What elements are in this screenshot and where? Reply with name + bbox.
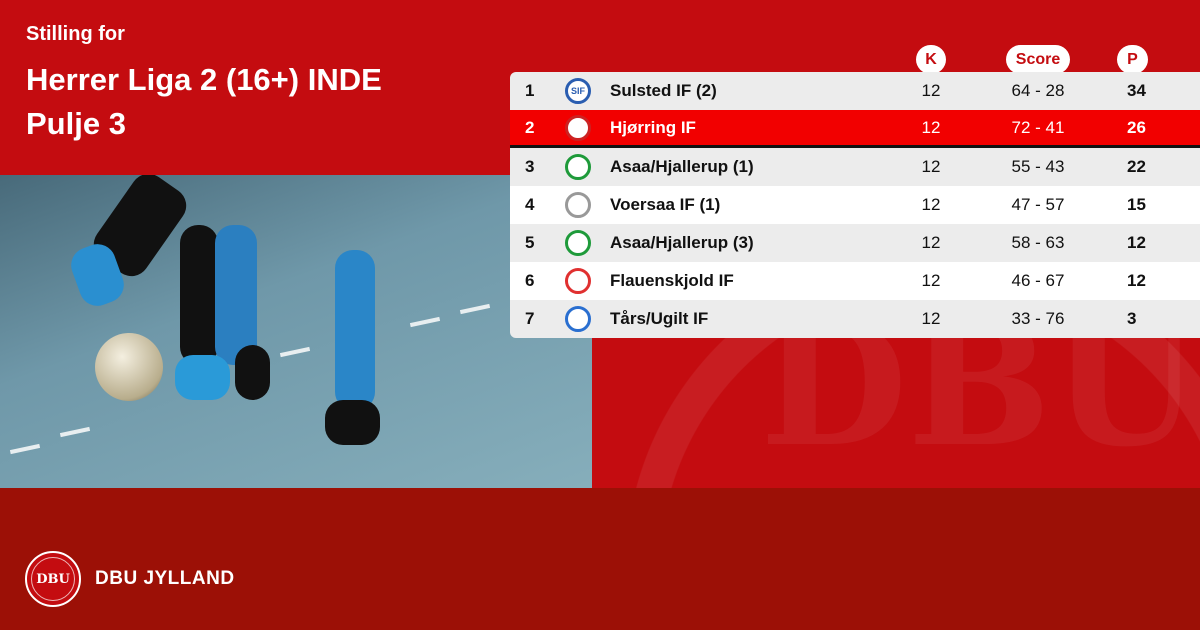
- rank: 6: [525, 271, 535, 290]
- points: 26: [1127, 117, 1146, 137]
- table-row[interactable]: 3 Asaa/Hjallerup (1) 12 55 - 43 22: [510, 148, 1200, 186]
- team-name: Flauenskjold IF: [610, 271, 734, 290]
- pool-name: Pulje 3: [26, 106, 126, 141]
- matches-played: 12: [921, 309, 941, 328]
- team-logo-icon: [565, 192, 591, 218]
- points: 3: [1127, 309, 1137, 328]
- table-row[interactable]: 6 Flauenskjold IF 12 46 - 67 12: [510, 262, 1200, 300]
- team-name: Sulsted IF (2): [610, 81, 717, 100]
- brand-name: DBU JYLLAND: [95, 568, 235, 589]
- rank: 5: [525, 233, 535, 252]
- team-logo-icon: [565, 306, 591, 332]
- points: 12: [1127, 271, 1146, 290]
- team-name: Hjørring IF: [610, 117, 696, 137]
- score: 58 - 63: [1011, 233, 1065, 252]
- logo-text: SIF: [570, 86, 585, 96]
- table-row[interactable]: 5 Asaa/Hjallerup (3) 12 58 - 63 12: [510, 224, 1200, 262]
- team-name: Asaa/Hjallerup (3): [610, 233, 754, 252]
- table-row[interactable]: 4 Voersaa IF (1) 12 47 - 57 15: [510, 186, 1200, 224]
- matches-played: 12: [921, 195, 941, 214]
- score: 46 - 67: [1011, 271, 1065, 290]
- matches-played: 12: [921, 157, 941, 176]
- rank: 1: [525, 81, 535, 100]
- table-row[interactable]: 7 Tårs/Ugilt IF 12 33 - 76 3: [510, 300, 1200, 338]
- points: 15: [1127, 195, 1146, 214]
- score: 64 - 28: [1011, 81, 1065, 100]
- team-name: Asaa/Hjallerup (1): [610, 157, 754, 176]
- dbu-logo: DBU: [25, 551, 81, 607]
- standings-table: 1 SIF Sulsted IF (2) 12 64 - 28 34 2 Hjørring I…: [510, 72, 1200, 338]
- page-title: Herrer Liga 2 (16+) INDE Pulje 3: [26, 58, 382, 146]
- matches-played: 12: [921, 271, 941, 290]
- team-logo-icon: [565, 268, 591, 294]
- team-logo-icon: [565, 114, 591, 141]
- matches-played: 12: [921, 233, 941, 252]
- futsal-photo: [0, 175, 592, 488]
- column-header-p: P: [1117, 45, 1148, 74]
- ball: [95, 333, 163, 401]
- team-name: Voersaa IF (1): [610, 195, 721, 214]
- matches-played: 12: [921, 117, 941, 137]
- score: 47 - 57: [1011, 195, 1065, 214]
- column-header-k: K: [916, 45, 946, 74]
- matches-played: 12: [921, 81, 941, 100]
- dbu-logo-text: DBU: [36, 571, 70, 587]
- subtitle: Stilling for: [26, 23, 125, 45]
- rank: 3: [525, 157, 535, 176]
- table-row[interactable]: 1 SIF Sulsted IF (2) 12 64 - 28 34: [510, 72, 1200, 110]
- score: 55 - 43: [1011, 157, 1065, 176]
- score: 33 - 76: [1011, 309, 1065, 328]
- team-name: Tårs/Ugilt IF: [610, 309, 709, 328]
- rank: 2: [525, 117, 535, 137]
- points: 12: [1127, 233, 1146, 252]
- score: 72 - 41: [1011, 117, 1065, 137]
- points: 34: [1127, 81, 1146, 100]
- points: 22: [1127, 157, 1146, 176]
- table-row[interactable]: 2 Hjørring IF 12 72 - 41 26: [510, 110, 1200, 148]
- team-logo-icon: [565, 230, 591, 256]
- team-logo-icon: SIF: [565, 78, 591, 104]
- column-header-score: Score: [1006, 45, 1070, 74]
- league-name: Herrer Liga 2 (16+) INDE: [26, 62, 382, 97]
- team-logo-icon: [565, 154, 591, 180]
- rank: 7: [525, 309, 535, 328]
- rank: 4: [525, 195, 535, 214]
